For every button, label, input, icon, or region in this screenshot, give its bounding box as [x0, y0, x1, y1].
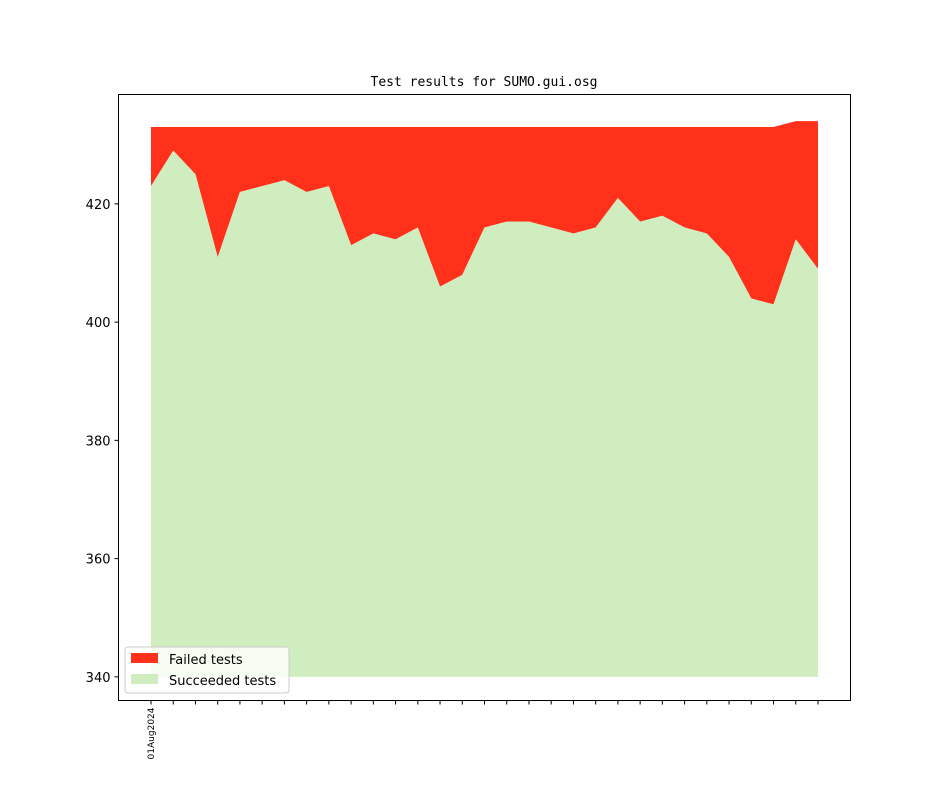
y-tick-label-340: 340 — [86, 671, 111, 686]
legend: Failed tests Succeeded tests — [124, 646, 290, 694]
y-tick-label-420: 420 — [86, 198, 111, 213]
y-tick-label-380: 380 — [86, 434, 111, 449]
legend-swatch-succeeded — [131, 674, 158, 684]
y-tick-label-360: 360 — [86, 553, 111, 568]
legend-box — [124, 646, 290, 694]
y-tick-label-400: 400 — [86, 316, 111, 331]
legend-swatch-failed — [131, 653, 158, 663]
plot-area — [151, 121, 818, 677]
failed-tests-area — [151, 121, 818, 305]
x-axis: 01Aug2024 — [147, 700, 819, 759]
legend-label-failed: Failed tests — [169, 653, 243, 668]
chart-title: Test results for SUMO.gui.osg — [371, 75, 598, 90]
succeeded-tests-area — [151, 150, 818, 677]
y-axis: 340 360 380 400 420 — [86, 198, 119, 686]
x-tick-label-0: 01Aug2024 — [147, 707, 157, 759]
legend-label-succeeded: Succeeded tests — [169, 674, 276, 689]
